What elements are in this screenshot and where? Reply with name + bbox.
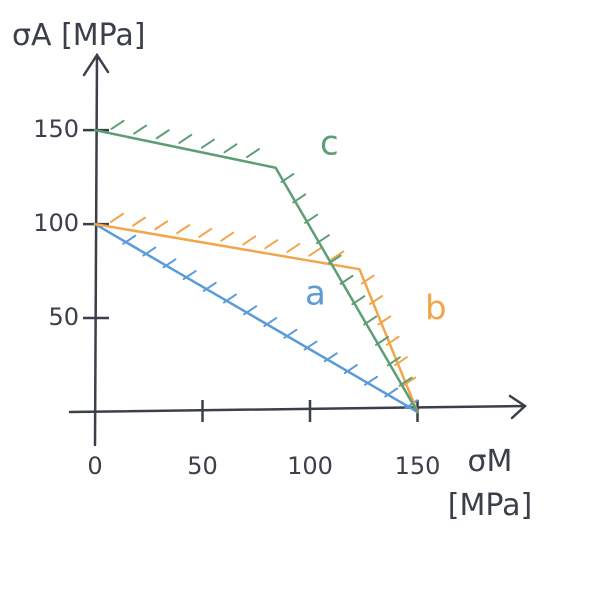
x-axis-label: σM [MPa] bbox=[447, 444, 533, 523]
hatch bbox=[360, 274, 375, 285]
hatch bbox=[220, 231, 235, 242]
y-tick-label: 50 bbox=[48, 303, 79, 331]
hatch bbox=[384, 387, 399, 398]
hatch bbox=[176, 224, 191, 235]
hatch bbox=[132, 216, 147, 227]
x-axis bbox=[68, 394, 528, 420]
hatch bbox=[398, 376, 413, 387]
hatch bbox=[263, 317, 278, 328]
hatch bbox=[110, 212, 125, 223]
hatch bbox=[343, 364, 358, 375]
hatch bbox=[330, 250, 345, 261]
hatch bbox=[292, 193, 307, 204]
series-label: b bbox=[425, 289, 447, 329]
hatch bbox=[122, 234, 137, 245]
series-label: c bbox=[320, 124, 339, 164]
hatch bbox=[133, 124, 148, 135]
hatch bbox=[283, 328, 298, 339]
x-tick-label: 150 bbox=[395, 452, 441, 480]
hatch bbox=[377, 315, 392, 326]
hatch bbox=[364, 375, 379, 386]
hatch bbox=[386, 356, 401, 367]
x-tick-label: 50 bbox=[187, 452, 218, 480]
hatch bbox=[315, 234, 330, 245]
hatch bbox=[308, 246, 323, 257]
hatch bbox=[178, 133, 193, 144]
hatch bbox=[393, 356, 408, 367]
hatch bbox=[402, 376, 417, 387]
hatch bbox=[385, 335, 400, 346]
hatch bbox=[200, 138, 215, 149]
hatch bbox=[246, 148, 261, 159]
series-label: a bbox=[305, 274, 326, 314]
hatch bbox=[202, 281, 217, 292]
series-line bbox=[93, 222, 419, 414]
hatch bbox=[303, 340, 318, 351]
hatch bbox=[323, 352, 338, 363]
hatch bbox=[154, 220, 169, 231]
x-tick-label: 0 bbox=[87, 452, 102, 480]
y-tick-label: 150 bbox=[33, 115, 79, 143]
hatch bbox=[198, 227, 213, 238]
hatch bbox=[339, 274, 354, 285]
hatch bbox=[304, 213, 319, 224]
hatch bbox=[369, 295, 384, 305]
series-line bbox=[93, 222, 419, 414]
hatch bbox=[286, 242, 301, 253]
series-line bbox=[93, 128, 419, 414]
hatch bbox=[243, 305, 258, 316]
y-axis bbox=[82, 52, 110, 447]
x-tick-label: 100 bbox=[287, 452, 333, 480]
hatch bbox=[375, 335, 390, 346]
hatch bbox=[162, 258, 177, 269]
hatch bbox=[242, 235, 257, 246]
hatch bbox=[327, 254, 342, 265]
hatch bbox=[264, 239, 279, 250]
y-axis-label: σA [MPa] bbox=[12, 18, 146, 53]
hatch bbox=[142, 246, 157, 257]
hatch bbox=[110, 119, 125, 130]
hatch bbox=[280, 173, 295, 184]
hatch bbox=[351, 295, 366, 306]
hatch bbox=[363, 315, 378, 326]
hatch bbox=[182, 270, 197, 281]
y-tick-label: 100 bbox=[33, 209, 79, 237]
hatch bbox=[222, 293, 237, 304]
hatch bbox=[155, 129, 170, 140]
hatch bbox=[404, 399, 419, 410]
hatch bbox=[223, 143, 238, 154]
